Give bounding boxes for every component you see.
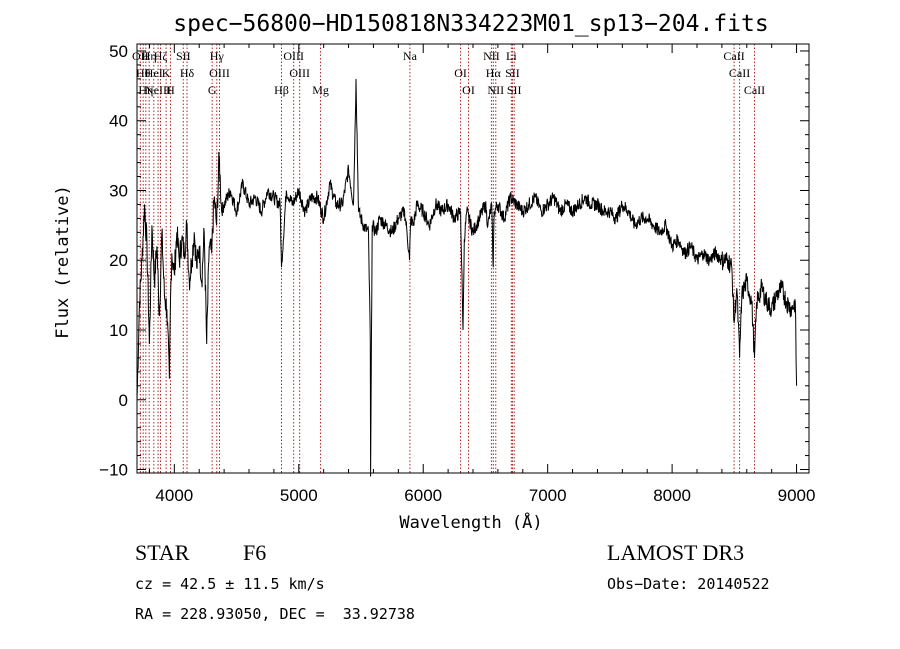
line-marker-label-3: Hη: [142, 49, 157, 63]
line-marker-label-27: CaII: [723, 49, 744, 63]
line-marker-label-8: H: [166, 83, 175, 97]
line-marker-label-5: NeIII: [145, 83, 171, 97]
line-marker-label-26: SII: [507, 83, 522, 97]
chart-title: spec−56800−HD150818N334223M01_sp13−204.f…: [173, 11, 768, 37]
redshift-readout: cz = 42.5 ± 11.5 km/s: [135, 575, 325, 593]
line-marker-label-0: OII: [132, 49, 149, 63]
line-marker-label-29: CaII: [744, 83, 765, 97]
line-marker-labels: OIIHθHηHηHeINeIIIHζKHSIIHδGHγOIIIHβOIIIO…: [132, 49, 765, 97]
line-marker-label-16: OIII: [289, 66, 310, 80]
object-class: STAR: [135, 540, 190, 565]
line-marker-label-21: NII: [483, 49, 500, 63]
obs-date: Obs−Date: 20140522: [607, 575, 770, 593]
line-marker-label-2: Hη: [138, 83, 153, 97]
line-marker-label-13: OIII: [209, 66, 230, 80]
line-marker-label-18: Na: [403, 49, 418, 63]
line-marker-label-6: Hζ: [154, 49, 168, 63]
line-marker-label-19: OI: [454, 66, 467, 80]
x-axis-label: Wavelength (Å): [399, 511, 542, 533]
line-marker-label-12: Hγ: [210, 49, 225, 63]
y-tick-label-4: 30: [109, 181, 128, 200]
y-tick-label-0: −10: [99, 461, 128, 480]
x-tick-label-3: 7000: [529, 486, 567, 505]
line-marker-label-11: G: [208, 83, 217, 97]
y-tick-label-6: 50: [109, 42, 128, 61]
coordinates: RA = 228.93050, DEC = 33.92738: [135, 605, 415, 623]
y-axis-label: Flux (relative): [53, 185, 73, 339]
line-marker-label-20: OI: [462, 83, 475, 97]
x-tick-label-5: 9000: [778, 486, 816, 505]
line-marker-label-17: Mg: [312, 83, 329, 97]
x-tick-label-0: 4000: [155, 486, 193, 505]
line-marker-label-1: Hθ: [136, 66, 151, 80]
y-axis-ticks: −10 0 10 20 30 40 50: [99, 42, 809, 480]
line-markers: [139, 44, 755, 473]
line-marker-label-24: Li: [506, 49, 517, 63]
y-tick-label-5: 40: [109, 112, 128, 131]
line-marker-label-4: HeI: [145, 66, 163, 80]
series-group: [136, 78, 798, 477]
line-marker-label-22: Hα: [486, 66, 502, 80]
x-tick-label-1: 5000: [280, 486, 318, 505]
y-tick-label-1: 0: [119, 391, 128, 410]
line-marker-label-28: CaII: [729, 66, 750, 80]
y-tick-label-3: 20: [109, 251, 128, 270]
line-marker-label-9: SII: [176, 49, 191, 63]
x-tick-label-4: 8000: [653, 486, 691, 505]
line-marker-label-10: Hδ: [180, 66, 195, 80]
line-marker-label-25: SII: [505, 66, 520, 80]
line-marker-label-15: OIII: [283, 49, 304, 63]
x-tick-label-2: 6000: [404, 486, 442, 505]
line-marker-label-23: NII: [487, 83, 504, 97]
x-axis-ticks: 4000 5000 6000 7000 8000 9000: [148, 44, 816, 505]
y-tick-label-2: 10: [109, 321, 128, 340]
series-flux-line: [136, 78, 798, 477]
line-marker-label-7: K: [162, 66, 171, 80]
line-marker-label-14: Hβ: [274, 83, 289, 97]
survey-name: LAMOST DR3: [607, 540, 745, 565]
spectral-subclass: F6: [243, 540, 267, 565]
